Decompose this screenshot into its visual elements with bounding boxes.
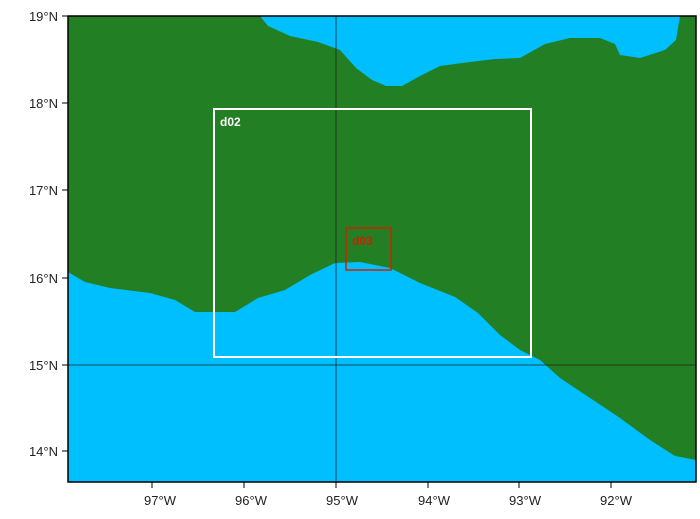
d03-domain-box (345, 227, 392, 271)
lon-label-95w: 95°W (326, 493, 359, 508)
lat-label-15n: 15°N (29, 358, 58, 373)
d02-domain-box (213, 108, 532, 358)
d02-label: d02 (220, 115, 241, 129)
lon-label-92w: 92°W (600, 493, 633, 508)
lat-label-17n: 17°N (29, 183, 58, 198)
pacific-ocean (68, 262, 696, 482)
lat-axis: 19°N 18°N 17°N 16°N 15°N 14°N (29, 9, 68, 459)
lat-label-16n: 16°N (29, 271, 58, 286)
lat-label-18n: 18°N (29, 96, 58, 111)
lat-label-19n: 19°N (29, 9, 58, 24)
lon-label-97w: 97°W (144, 493, 177, 508)
map-panel: d02 d03 (67, 15, 697, 483)
lon-label-96w: 96°W (235, 493, 268, 508)
lon-label-93w: 93°W (509, 493, 542, 508)
lon-label-94w: 94°W (418, 493, 451, 508)
d03-label: d03 (352, 234, 373, 248)
lat-label-14n: 14°N (29, 444, 58, 459)
gulf-ocean (260, 16, 680, 86)
lon-axis: 97°W 96°W 95°W 94°W 93°W 92°W (144, 482, 633, 508)
map-frame (67, 15, 697, 483)
